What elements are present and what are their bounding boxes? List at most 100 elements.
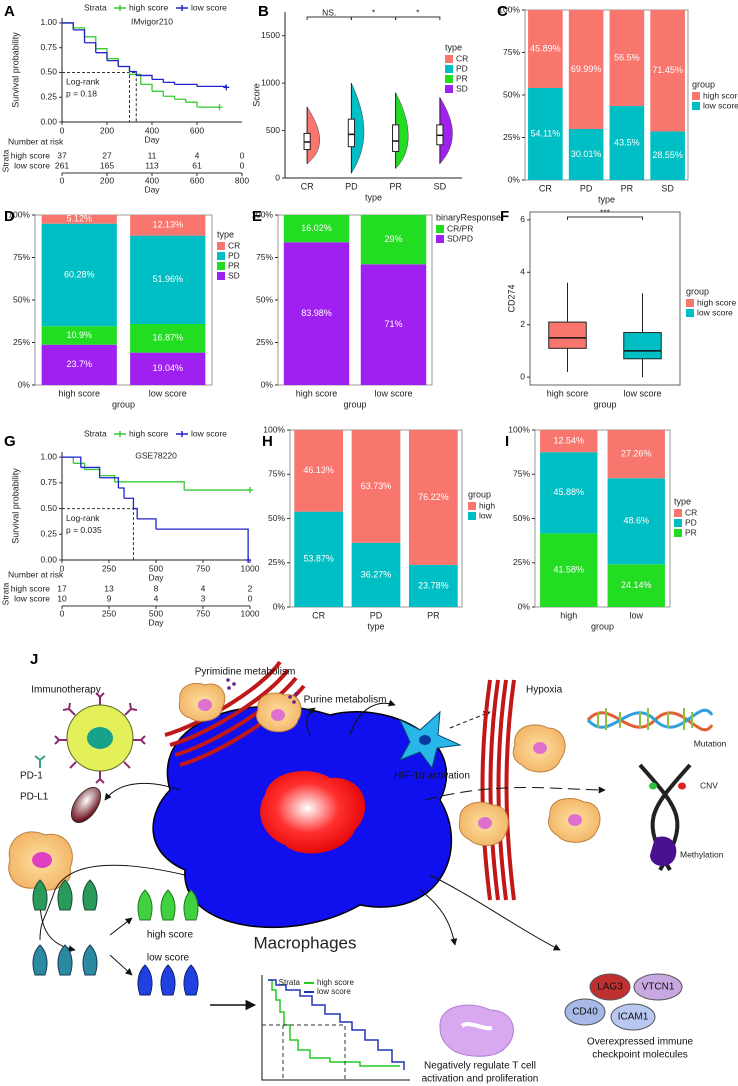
arrow xyxy=(419,889,458,946)
x-tick-label: 200 xyxy=(100,125,114,135)
legend-label: PD xyxy=(456,63,468,73)
value-label: 46.13% xyxy=(303,465,334,475)
y-tick-label: 75% xyxy=(503,47,520,57)
annotation: Log-rank xyxy=(66,77,100,87)
x-axis-label: group xyxy=(112,399,135,409)
x-axis-label: Day xyxy=(144,134,160,144)
bar-segment xyxy=(609,106,645,180)
bar-segment xyxy=(528,10,563,89)
bar-segment xyxy=(607,430,665,479)
y-tick-label: 2 xyxy=(520,319,525,329)
arrow xyxy=(429,874,561,951)
legend-swatch xyxy=(436,225,444,233)
chart-title: IMvigor210 xyxy=(131,16,173,26)
x-tick-label: high score xyxy=(547,388,589,398)
significance-label: * xyxy=(416,7,420,17)
x-tick-label: CR xyxy=(301,181,314,191)
x-tick-label: high xyxy=(560,610,577,620)
legend-swatch xyxy=(217,262,225,270)
diagram: J Macrophages Immunotherapy PD-1 PD-L1 P… xyxy=(8,651,727,1085)
survival-step xyxy=(95,52,108,61)
survival-step xyxy=(163,95,176,100)
legend-swatch xyxy=(217,242,225,250)
x-tick-label: 800 xyxy=(235,175,249,185)
survival-step xyxy=(185,101,198,108)
value-label: 45.89% xyxy=(530,43,561,53)
risk-count: 61 xyxy=(192,160,202,170)
pd1-icon xyxy=(34,755,46,768)
legend-title: type xyxy=(445,42,462,52)
tumor-nucleus xyxy=(32,852,52,868)
bar-segment xyxy=(130,215,206,236)
y-tick-label: 0% xyxy=(261,379,274,389)
legend-label: CR/PR xyxy=(447,223,473,233)
label: Mutation xyxy=(694,738,727,748)
value-label: 41.58% xyxy=(553,565,584,575)
y-tick-label: 75% xyxy=(256,252,273,262)
risk-count: 17 xyxy=(57,583,67,593)
y-tick-label: 25% xyxy=(13,337,30,347)
survival-step xyxy=(118,65,131,75)
y-tick-label: 0.25 xyxy=(40,91,57,101)
x-tick-label: 1000 xyxy=(241,563,260,573)
x-axis-label: type xyxy=(365,192,382,202)
risk-count: 10 xyxy=(57,593,67,603)
risk-count: 4 xyxy=(154,593,159,603)
y-tick-label: 4 xyxy=(520,267,525,277)
legend-title: binaryResponse xyxy=(436,212,501,222)
cnv-dot xyxy=(678,782,686,790)
survival-step xyxy=(245,557,252,563)
risk-count: 4 xyxy=(195,150,200,160)
panel-label: E xyxy=(252,208,262,225)
legend-label: low score xyxy=(317,987,351,996)
legend-swatch xyxy=(468,512,476,520)
risk-count: 37 xyxy=(57,150,67,160)
legend-label: PR xyxy=(456,73,468,83)
risk-row-label: high score xyxy=(11,150,50,160)
risk-count: 27 xyxy=(102,150,112,160)
t-cell xyxy=(439,1004,514,1057)
legend-label: high score xyxy=(703,90,738,100)
checkpoint-label: ICAM1 xyxy=(618,1012,649,1023)
legend-swatch xyxy=(176,5,188,11)
label: Methylation xyxy=(680,849,724,859)
survival-step xyxy=(129,70,137,76)
y-tick-label: 0% xyxy=(18,379,31,389)
survival-step xyxy=(152,90,164,97)
y-tick-label: 50% xyxy=(503,89,520,99)
x-axis-label: group xyxy=(591,621,614,631)
methyl-blob xyxy=(650,836,677,866)
annotation: p = 0.035 xyxy=(66,525,102,535)
x-tick-label: PD xyxy=(370,610,383,620)
x-tick-label: low xyxy=(629,610,643,620)
legend-title: group xyxy=(692,79,715,89)
x-axis-label: Day xyxy=(148,572,164,582)
x-tick-label: 0 xyxy=(60,175,65,185)
arrow xyxy=(306,707,316,736)
value-label: 45.88% xyxy=(553,487,584,497)
y-axis-label: CD274 xyxy=(506,284,516,312)
value-label: 53.87% xyxy=(303,554,334,564)
risk-title: Number at risk xyxy=(8,136,64,146)
macrophage-label: Macrophages xyxy=(253,933,356,952)
arrow xyxy=(349,699,396,736)
risk-x-label: Day xyxy=(148,617,164,627)
tumor-nucleus xyxy=(271,709,285,721)
y-tick-label: 1500 xyxy=(261,30,280,40)
panel-label: H xyxy=(262,433,273,450)
value-label: 12.13% xyxy=(152,220,183,230)
bar-segment xyxy=(130,323,206,353)
x-tick-label: PD xyxy=(345,181,358,191)
bar-segment xyxy=(294,511,344,607)
label: PD-L1 xyxy=(20,792,49,803)
label: checkpoint molecules xyxy=(592,1050,688,1061)
x-tick-label: 500 xyxy=(149,608,163,618)
survival-step xyxy=(84,42,97,53)
checkpoint xyxy=(564,998,606,1026)
value-label: 12.54% xyxy=(553,435,584,445)
bar-segment xyxy=(540,452,598,534)
annotation: Log-rank xyxy=(66,513,100,523)
legend-title: type xyxy=(674,496,691,506)
risk-title: Number at risk xyxy=(8,569,64,579)
significance-bracket xyxy=(395,16,441,20)
